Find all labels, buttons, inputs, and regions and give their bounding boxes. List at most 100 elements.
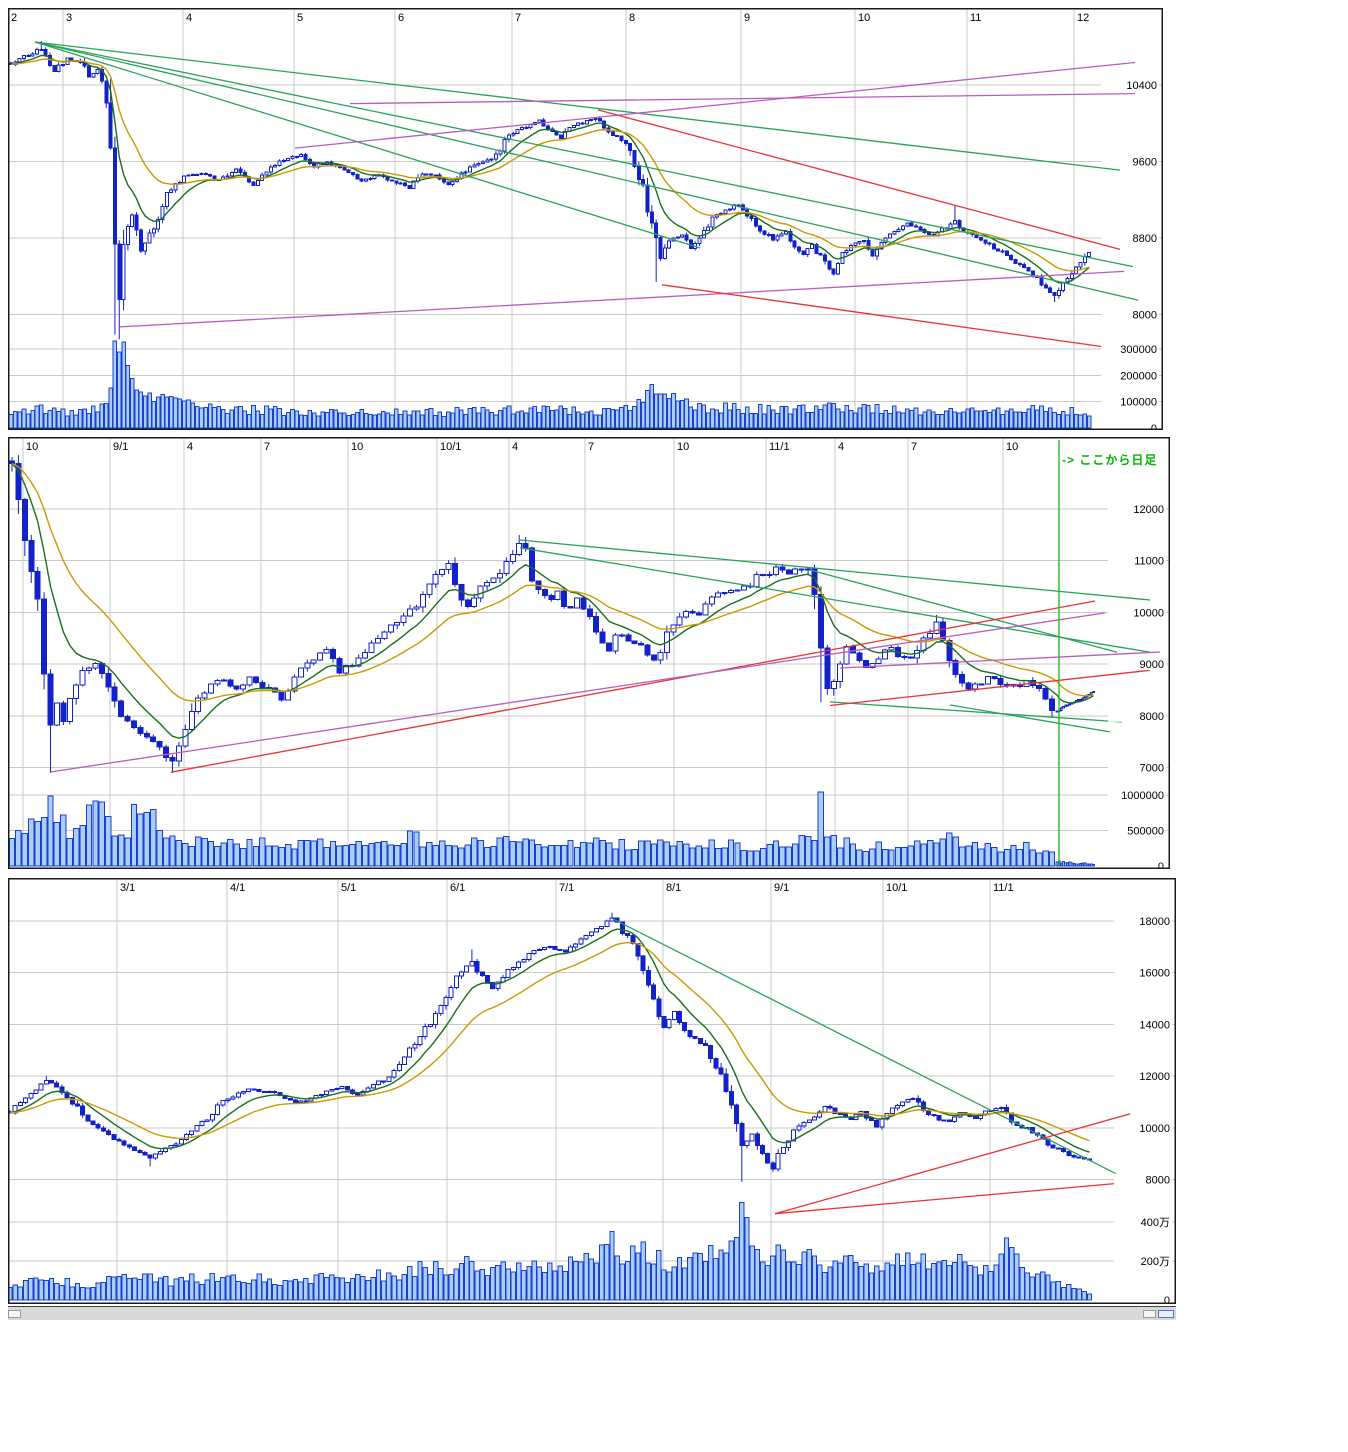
trendline[interactable] xyxy=(774,1113,1131,1215)
svg-text:10000: 10000 xyxy=(1139,1123,1170,1135)
svg-text:10/1: 10/1 xyxy=(440,441,461,453)
svg-text:8/1: 8/1 xyxy=(666,882,681,894)
trendline[interactable] xyxy=(34,41,1121,171)
svg-text:100000: 100000 xyxy=(1120,397,1157,409)
svg-text:10000: 10000 xyxy=(1133,607,1164,619)
svg-text:10: 10 xyxy=(351,441,363,453)
svg-text:8000: 8000 xyxy=(1133,309,1157,321)
trendline[interactable] xyxy=(774,1181,1134,1215)
svg-text:10/1: 10/1 xyxy=(886,882,907,894)
svg-text:9/1: 9/1 xyxy=(774,882,789,894)
chart-top-daily[interactable]: 10400 9600 8800 8000 300000 200000 100000 0 2 3 4 5… xyxy=(8,8,1163,430)
svg-text:10: 10 xyxy=(1006,441,1018,453)
ma-9-line xyxy=(11,463,1094,739)
trendline[interactable] xyxy=(809,569,1118,653)
svg-text:6: 6 xyxy=(398,12,404,24)
trendline[interactable] xyxy=(349,92,1136,105)
trendline[interactable] xyxy=(119,270,1125,328)
axis-labels: 18000 16000 14000 12000 10000 8000 400万 200万 0 3/… xyxy=(120,882,1172,1304)
svg-text:6/1: 6/1 xyxy=(450,882,465,894)
ma-9-line xyxy=(10,54,1090,284)
svg-text:12000: 12000 xyxy=(1133,504,1164,516)
svg-text:12000: 12000 xyxy=(1139,1071,1170,1083)
svg-text:2: 2 xyxy=(11,12,17,24)
svg-text:0: 0 xyxy=(1158,861,1164,869)
svg-text:9000: 9000 xyxy=(1140,659,1164,671)
scrollbar-right-button[interactable] xyxy=(1158,1310,1174,1318)
trendline[interactable] xyxy=(597,109,1121,251)
trendline[interactable] xyxy=(519,547,1151,653)
svg-text:7: 7 xyxy=(911,441,917,453)
trendline[interactable] xyxy=(829,669,1151,707)
chart-frame xyxy=(8,878,1176,1304)
svg-text:4: 4 xyxy=(186,12,192,24)
svg-text:10400: 10400 xyxy=(1126,80,1157,92)
svg-text:3/1: 3/1 xyxy=(120,882,135,894)
svg-text:8: 8 xyxy=(629,12,635,24)
svg-text:11/1: 11/1 xyxy=(769,441,790,453)
gridlines xyxy=(9,10,1162,428)
svg-text:300000: 300000 xyxy=(1120,344,1157,356)
scrollbar-left-button[interactable] xyxy=(8,1310,21,1318)
svg-text:7: 7 xyxy=(515,12,521,24)
svg-text:7: 7 xyxy=(264,441,270,453)
svg-text:11: 11 xyxy=(970,12,981,24)
trendline[interactable] xyxy=(949,704,1111,733)
svg-text:5: 5 xyxy=(297,12,303,24)
ma-21-line xyxy=(11,462,1094,702)
daily-section-annotation: -> ここから日足 xyxy=(1062,453,1158,467)
svg-text:200000: 200000 xyxy=(1120,370,1157,382)
svg-text:4: 4 xyxy=(512,441,518,453)
trendline[interactable] xyxy=(50,612,1106,773)
svg-text:8000: 8000 xyxy=(1140,711,1164,723)
svg-text:4: 4 xyxy=(838,441,844,453)
volume-bars xyxy=(8,340,1092,429)
trendline[interactable] xyxy=(170,600,1096,773)
svg-text:7: 7 xyxy=(588,441,594,453)
trendline[interactable] xyxy=(661,284,1106,348)
svg-text:200万: 200万 xyxy=(1141,1256,1170,1268)
svg-text:10: 10 xyxy=(26,441,38,453)
svg-text:10: 10 xyxy=(858,12,870,24)
svg-text:7000: 7000 xyxy=(1140,763,1164,775)
svg-text:11000: 11000 xyxy=(1134,556,1164,568)
trendline[interactable] xyxy=(294,61,1136,149)
svg-text:1000000: 1000000 xyxy=(1121,790,1164,802)
svg-text:4: 4 xyxy=(187,441,193,453)
volume-bars xyxy=(8,791,1095,867)
svg-text:3: 3 xyxy=(66,12,72,24)
svg-text:10: 10 xyxy=(677,441,689,453)
candle-bodies xyxy=(8,917,1093,1170)
trendline[interactable] xyxy=(34,41,1139,301)
svg-text:500000: 500000 xyxy=(1127,826,1164,838)
svg-text:0: 0 xyxy=(1164,1295,1170,1304)
scrollbar-page-button[interactable] xyxy=(1143,1310,1156,1318)
axis-labels: 12000 11000 10000 9000 8000 7000 1000000 500000… xyxy=(26,441,1166,869)
trendline[interactable] xyxy=(829,701,1123,723)
ma-9-line xyxy=(9,928,1090,1153)
volume-bars xyxy=(8,1202,1093,1301)
trendline[interactable] xyxy=(519,539,1151,601)
svg-text:16000: 16000 xyxy=(1139,968,1170,980)
svg-text:9: 9 xyxy=(744,12,750,24)
svg-text:8800: 8800 xyxy=(1133,233,1157,245)
svg-text:14000: 14000 xyxy=(1139,1019,1170,1031)
horizontal-scrollbar[interactable] xyxy=(8,1306,1176,1320)
chart-middle-weekly[interactable]: 12000 11000 10000 9000 8000 7000 1000000 500000… xyxy=(8,437,1170,869)
svg-text:9/1: 9/1 xyxy=(113,441,128,453)
trendline[interactable] xyxy=(839,651,1161,669)
chart-frame xyxy=(8,8,1163,430)
trendline[interactable] xyxy=(34,41,1134,268)
svg-text:18000: 18000 xyxy=(1139,916,1170,928)
gridlines xyxy=(9,880,1175,1302)
axis-labels: 10400 9600 8800 8000 300000 200000 100000 0 2 3 4 5… xyxy=(11,12,1159,430)
svg-text:11/1: 11/1 xyxy=(993,882,1014,894)
trendline[interactable] xyxy=(34,41,701,249)
svg-text:400万: 400万 xyxy=(1141,1217,1170,1229)
svg-text:4/1: 4/1 xyxy=(230,882,245,894)
chart-frame xyxy=(8,437,1170,869)
trendline[interactable] xyxy=(611,917,1129,1181)
chart-bottom-daily[interactable]: 18000 16000 14000 12000 10000 8000 400万 200万 0 3/… xyxy=(8,878,1176,1304)
svg-text:5/1: 5/1 xyxy=(341,882,356,894)
